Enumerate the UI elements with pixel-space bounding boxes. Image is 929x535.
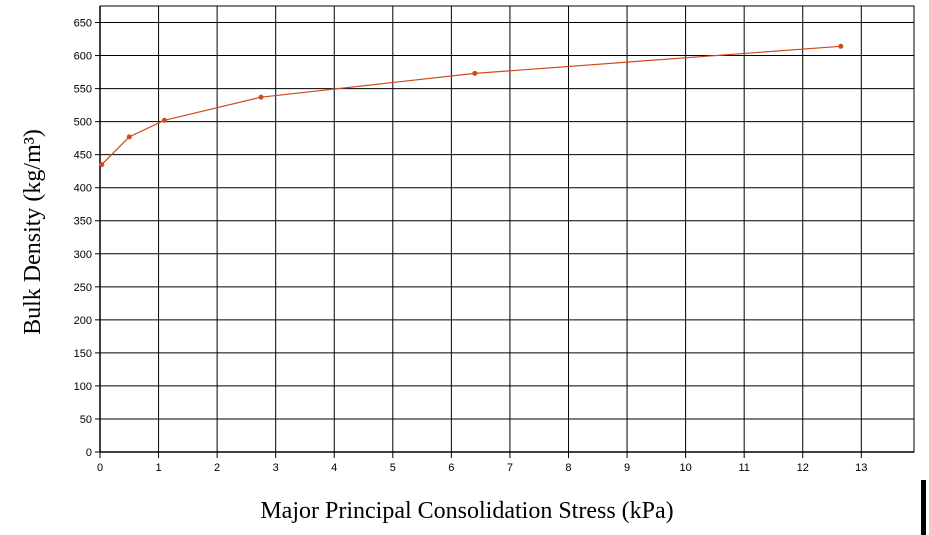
x-tick-label: 1 <box>155 462 161 474</box>
y-tick-label: 450 <box>74 150 92 162</box>
series-line <box>101 45 841 166</box>
y-tick-label: 300 <box>74 249 92 261</box>
data-point <box>161 117 167 123</box>
y-tick-label: 650 <box>74 18 92 30</box>
data-point <box>472 70 478 76</box>
y-tick-label: 550 <box>74 84 92 96</box>
y-tick-label: 500 <box>74 117 92 129</box>
y-tick-label: 400 <box>74 183 92 195</box>
x-tick-label: 8 <box>565 462 571 474</box>
x-tick-label: 0 <box>97 462 103 474</box>
x-tick-label: 3 <box>273 462 279 474</box>
plot-area <box>99 5 915 453</box>
x-tick-label: 6 <box>448 462 454 474</box>
x-tick-label: 10 <box>679 462 691 474</box>
y-tick-label: 0 <box>86 447 92 459</box>
data-point <box>258 94 264 100</box>
x-axis-title: Major Principal Consolidation Stress (kP… <box>260 498 673 524</box>
y-axis-title: Bulk Density (kg/m³) <box>20 129 46 335</box>
x-tick-label: 11 <box>738 462 749 474</box>
x-tick-label: 9 <box>624 462 630 474</box>
edge-bar <box>921 480 926 535</box>
x-tick-label: 13 <box>855 462 867 474</box>
x-tick-label: 7 <box>507 462 513 474</box>
x-tick-label: 2 <box>214 462 220 474</box>
y-tick-label: 600 <box>74 51 92 63</box>
x-tick-label: 5 <box>390 462 396 474</box>
x-tick-label: 12 <box>797 462 809 474</box>
y-tick-label: 250 <box>74 282 92 294</box>
y-tick-label: 50 <box>80 414 92 426</box>
y-tick-label: 100 <box>74 381 92 393</box>
y-tick-label: 200 <box>74 315 92 327</box>
y-tick-label: 350 <box>74 216 92 228</box>
data-point <box>126 134 132 140</box>
data-point <box>99 162 105 168</box>
x-tick-label: 4 <box>331 462 337 474</box>
y-tick-label: 150 <box>74 348 92 360</box>
data-point <box>838 43 844 49</box>
